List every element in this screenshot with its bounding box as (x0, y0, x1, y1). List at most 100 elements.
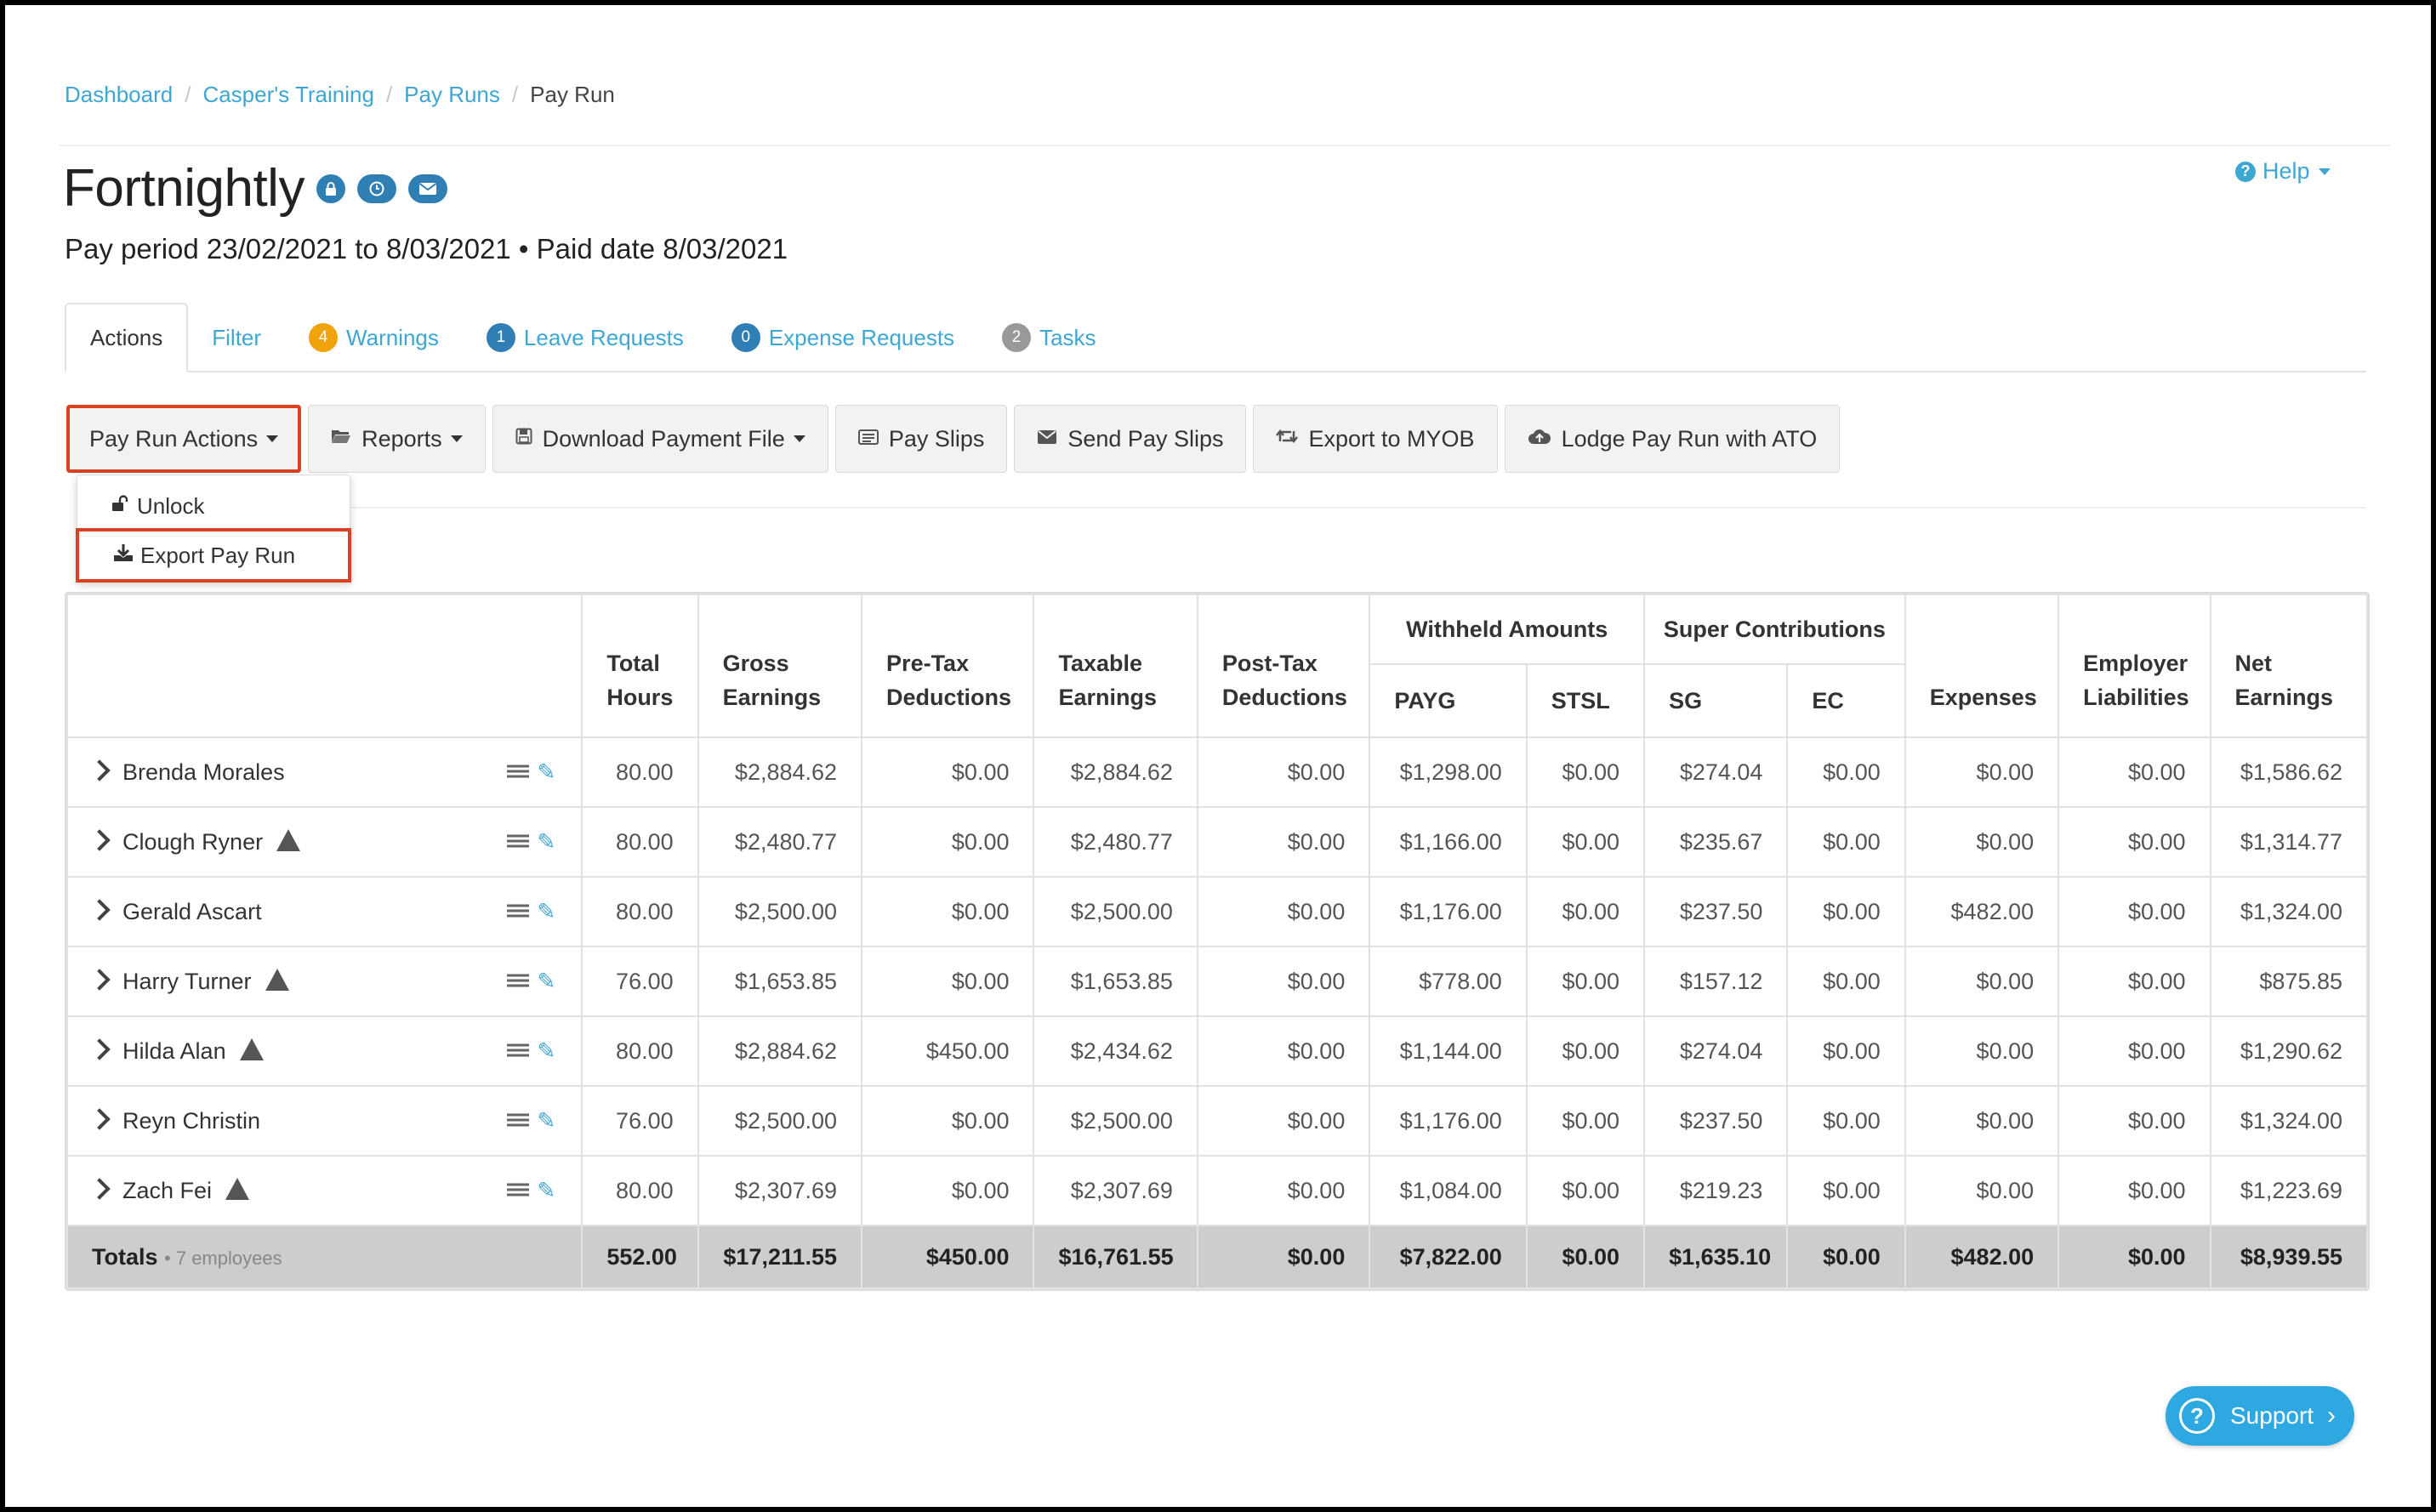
employee-name-cell[interactable]: Zach Fei ✎ (66, 1155, 583, 1226)
header-stsl[interactable]: STSL (1525, 663, 1646, 738)
reports-button[interactable]: Reports (308, 405, 486, 473)
breadcrumb-dashboard[interactable]: Dashboard (65, 82, 174, 107)
tab-tasks[interactable]: 2 Tasks (978, 303, 1119, 372)
header-total-hours[interactable]: Total Hours (581, 594, 699, 738)
list-icon[interactable] (506, 974, 529, 989)
employee-name[interactable]: Reyn Christin (122, 1107, 261, 1134)
list-icon (857, 427, 879, 451)
header-pre-tax-deductions[interactable]: Pre-Tax Deductions (861, 594, 1035, 738)
totals-cell: $1,635.10 (1643, 1225, 1789, 1289)
breadcrumb-pay-runs[interactable]: Pay Runs (404, 82, 500, 107)
table-row[interactable]: Zach Fei ✎ 80.00 $2,307.69 $0.00 $2,307.69 $0.… (66, 1155, 2368, 1226)
employee-name[interactable]: Brenda Morales (122, 759, 285, 785)
employee-name[interactable]: Hilda Alan (122, 1037, 226, 1064)
pencil-icon[interactable]: ✎ (537, 1037, 556, 1064)
pay-run-actions-button[interactable]: Pay Run Actions (66, 405, 302, 473)
header-ec[interactable]: EC (1786, 663, 1906, 738)
employee-name-cell[interactable]: Clough Ryner ✎ (66, 806, 583, 878)
table-cell: $237.50 (1643, 876, 1789, 947)
table-cell: $274.04 (1643, 1015, 1789, 1087)
breadcrumb-caspers-training[interactable]: Casper's Training (202, 82, 374, 107)
employee-name-cell[interactable]: Harry Turner ✎ (66, 946, 583, 1017)
chevron-right-icon[interactable] (88, 1037, 111, 1060)
page-title: Fortnightly (63, 159, 304, 218)
table-row[interactable]: Harry Turner ✎ 76.00 $1,653.85 $0.00 $1,653.8… (66, 946, 2368, 1017)
employee-name-cell[interactable]: Gerald Ascart ✎ (66, 876, 583, 947)
table-cell: $1,223.69 (2209, 1155, 2368, 1226)
header-net-earnings[interactable]: Net Earnings (2209, 594, 2368, 738)
menu-item-export-pay-run[interactable]: Export Pay Run (76, 528, 351, 583)
export-to-myob-button[interactable]: Export to MYOB (1253, 405, 1498, 473)
header-sg[interactable]: SG (1643, 663, 1789, 738)
list-icon[interactable] (506, 834, 529, 850)
table-cell: $0.00 (1196, 1155, 1371, 1226)
tab-actions[interactable]: Actions (65, 303, 189, 372)
employee-name-cell[interactable]: Hilda Alan ✎ (66, 1015, 583, 1087)
table-cell: $2,500.00 (697, 1085, 863, 1157)
tab-warnings[interactable]: 4 Warnings (285, 303, 463, 372)
header-employer-liabilities[interactable]: Employer Liabilities (2058, 594, 2211, 738)
chevron-right-icon[interactable] (88, 759, 111, 782)
tab-leave-requests[interactable]: 1 Leave Requests (463, 303, 708, 372)
email-icon[interactable] (407, 173, 447, 203)
header-expenses[interactable]: Expenses (1904, 594, 2060, 738)
employee-name[interactable]: Zach Fei (122, 1177, 213, 1203)
list-icon[interactable] (506, 1043, 529, 1059)
list-icon[interactable] (506, 1113, 529, 1128)
pencil-icon[interactable]: ✎ (537, 1107, 556, 1134)
table-row[interactable]: Brenda Morales ✎ 80.00 $2,884.62 $0.00 $2,884… (66, 736, 2368, 808)
chevron-right-icon[interactable] (88, 1177, 111, 1200)
employee-name[interactable]: Clough Ryner (122, 828, 264, 855)
list-icon[interactable] (506, 904, 529, 919)
support-button[interactable]: ? Support › (2166, 1386, 2354, 1446)
table-cell: $2,480.77 (1033, 806, 1198, 878)
download-payment-file-button[interactable]: Download Payment File (492, 405, 828, 473)
header-payg[interactable]: PAYG (1369, 663, 1528, 738)
table-cell: $0.00 (1904, 736, 2060, 808)
pencil-icon[interactable]: ✎ (537, 968, 556, 994)
help-label: Help (2262, 158, 2310, 184)
chevron-right-icon[interactable] (88, 968, 111, 991)
pencil-icon[interactable]: ✎ (537, 759, 556, 785)
employee-name-cell[interactable]: Reyn Christin ✎ (66, 1085, 583, 1157)
send-pay-slips-button[interactable]: Send Pay Slips (1014, 405, 1247, 473)
table-cell: $1,314.77 (2209, 806, 2368, 878)
chevron-right-icon[interactable] (88, 898, 111, 921)
header-gross-earnings[interactable]: Gross Earnings (697, 594, 863, 738)
table-row[interactable]: Clough Ryner ✎ 80.00 $2,480.77 $0.00 $2,480.7… (66, 806, 2368, 878)
leave-requests-count-badge: 1 (486, 323, 515, 352)
pencil-icon[interactable]: ✎ (537, 898, 556, 924)
menu-item-unlock[interactable]: Unlock (77, 482, 350, 530)
clock-icon[interactable] (356, 173, 396, 203)
chevron-right-icon[interactable] (88, 1107, 111, 1130)
chevron-down-icon (266, 435, 279, 442)
lock-icon[interactable] (316, 173, 345, 203)
question-icon: ? (2235, 161, 2256, 182)
totals-cell: $0.00 (1525, 1225, 1646, 1289)
pay-slips-button[interactable]: Pay Slips (834, 405, 1008, 473)
pencil-icon[interactable]: ✎ (537, 828, 556, 855)
employee-name-cell[interactable]: Brenda Morales ✎ (66, 736, 583, 808)
chevron-right-icon[interactable] (88, 828, 111, 851)
tab-expense-requests[interactable]: 0 Expense Requests (708, 303, 978, 372)
header-post-tax-deductions[interactable]: Post-Tax Deductions (1196, 594, 1371, 738)
save-icon (515, 427, 532, 451)
table-row[interactable]: Hilda Alan ✎ 80.00 $2,884.62 $450.00 $2,434.6… (66, 1015, 2368, 1087)
table-row[interactable]: Reyn Christin ✎ 76.00 $2,500.00 $0.00 $2,500.… (66, 1085, 2368, 1157)
header-taxable-earnings[interactable]: Taxable Earnings (1033, 594, 1198, 738)
help-menu[interactable]: ? Help (2235, 158, 2331, 185)
lodge-pay-run-with-ato-button[interactable]: Lodge Pay Run with ATO (1504, 405, 1841, 473)
chevron-down-icon (450, 435, 463, 442)
employee-name[interactable]: Harry Turner (122, 968, 252, 994)
menu-item-export-pay-run-label: Export Pay Run (140, 542, 296, 568)
tasks-count-badge: 2 (1002, 323, 1032, 352)
list-icon[interactable] (506, 765, 529, 780)
table-cell: $0.00 (1786, 946, 1906, 1017)
employee-name[interactable]: Gerald Ascart (122, 898, 262, 924)
pencil-icon[interactable]: ✎ (537, 1177, 556, 1203)
table-cell: $0.00 (2058, 876, 2211, 947)
list-icon[interactable] (506, 1183, 529, 1198)
tab-filter[interactable]: Filter (188, 303, 285, 372)
table-cell: $237.50 (1643, 1085, 1789, 1157)
table-row[interactable]: Gerald Ascart ✎ 80.00 $2,500.00 $0.00 $2,500.… (66, 876, 2368, 947)
